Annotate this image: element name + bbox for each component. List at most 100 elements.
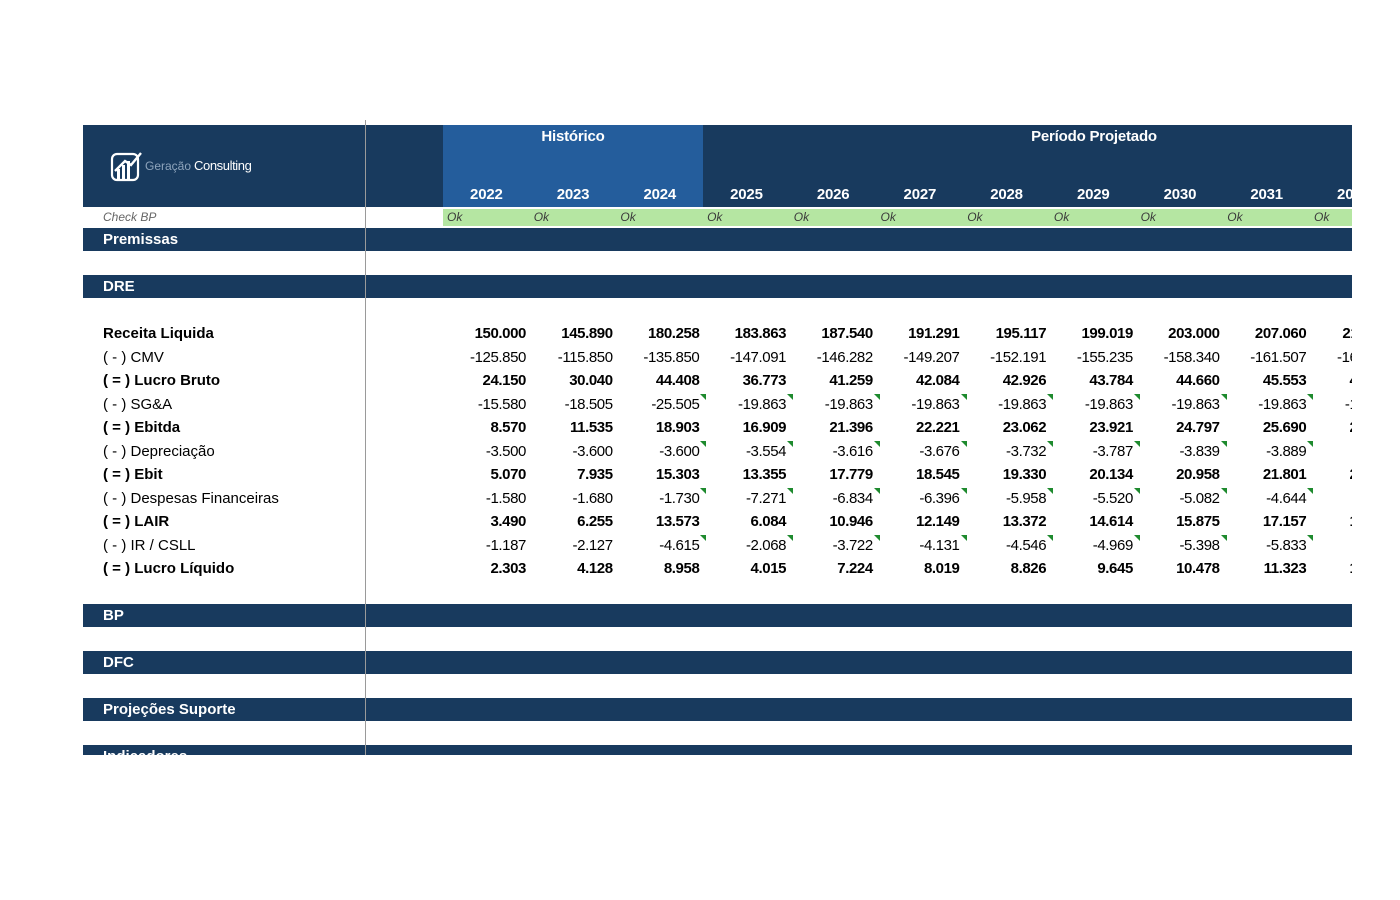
- year-label: 2027: [903, 186, 937, 203]
- cell-value: 42.084: [916, 372, 960, 389]
- cell-value: -3.787: [1092, 442, 1134, 460]
- cell-value: -19.863: [1258, 395, 1307, 413]
- row-label: Receita Liquida: [103, 325, 214, 342]
- cell-value: 23.062: [1002, 419, 1047, 436]
- year-label: 2029: [1076, 186, 1110, 203]
- cell-value: 30.040: [569, 372, 613, 389]
- cell-value: -3.722: [832, 536, 874, 554]
- cell-value: 24.797: [1176, 419, 1220, 436]
- cell-value: -1.680: [572, 489, 614, 507]
- cell-flag: [1133, 487, 1140, 494]
- row-label: ( = ) Ebitda: [103, 419, 181, 436]
- cell-value: 46.464: [1307, 371, 1352, 391]
- cell-value: 2.303: [490, 560, 526, 577]
- cell-value: 191.291: [908, 325, 960, 342]
- sheet: Histórico Período Projetado 2022 2023 2024 20…: [83, 120, 1352, 755]
- cell-value: 11.323: [1263, 560, 1307, 577]
- cell-value: 41.259: [829, 372, 873, 389]
- section-bar: [83, 651, 1352, 674]
- cell-value: -152.191: [990, 348, 1047, 366]
- cell-flag: [1133, 534, 1140, 541]
- check-value: Ok: [1227, 210, 1243, 224]
- section-bar: [83, 745, 1352, 755]
- cell-value: -147.091: [730, 348, 787, 366]
- cell-flag: [787, 487, 794, 494]
- cell-value: 5.070: [490, 466, 526, 483]
- cell-value: -1.730: [659, 489, 700, 507]
- check-band: [443, 209, 1352, 226]
- cell-value: -4.644: [1266, 489, 1307, 507]
- cell-flag: [700, 393, 707, 400]
- year-label: 2023: [556, 186, 590, 203]
- cell-value: -5.082: [1179, 489, 1220, 507]
- cell-value: -3.554: [745, 442, 787, 460]
- row-label: ( - ) SG&A: [103, 395, 173, 413]
- cell-flag: [1307, 487, 1314, 494]
- logo-name: Consulting: [194, 158, 252, 173]
- cell-value: -158.340: [1163, 348, 1220, 366]
- cell-value: -3.937: [1307, 442, 1352, 462]
- cell-value: -161.507: [1250, 348, 1307, 366]
- cell-value: 8.826: [1010, 560, 1047, 577]
- cell-value: -4.131: [919, 536, 960, 554]
- cell-value: -135.850: [643, 348, 700, 366]
- cell-value: -19.863: [1171, 395, 1220, 413]
- row-label: ( - ) Despesas Financeiras: [103, 489, 279, 507]
- cell-flag: [1133, 440, 1140, 447]
- cell-flag: [1047, 534, 1054, 541]
- year-label: 2026: [816, 186, 850, 203]
- cell-flag: [960, 440, 967, 447]
- cell-value: -19.863: [998, 395, 1047, 413]
- cell-value: -3.676: [919, 442, 960, 460]
- cell-value: -155.235: [1076, 348, 1133, 366]
- check-label: Check BP: [103, 210, 157, 224]
- cell-value: 45.553: [1262, 372, 1307, 389]
- check-value: Ok: [533, 210, 550, 224]
- logo-prefix: Geração: [145, 159, 192, 173]
- cell-flag: [1220, 393, 1227, 400]
- cell-flag: [960, 487, 967, 494]
- logo: [109, 149, 145, 183]
- cell-flag: [873, 440, 880, 447]
- section-bar: [83, 228, 1352, 251]
- cell-value: -4.969: [1092, 536, 1134, 554]
- cell-value: 150.000: [474, 325, 527, 342]
- cell-value: 7.224: [837, 560, 873, 577]
- cell-value: -164.737: [1336, 348, 1352, 366]
- section-label: BP: [103, 607, 124, 624]
- cell-value: -4.615: [659, 536, 700, 554]
- cell-value: -6.396: [919, 489, 960, 507]
- cell-value: 6.255: [577, 513, 613, 530]
- cell-value: 21.396: [829, 419, 873, 436]
- cell-value: -3.889: [1266, 442, 1307, 460]
- cell-value: 15.875: [1176, 513, 1220, 530]
- row-label: ( = ) Lucro Bruto: [103, 372, 221, 389]
- cell-value: 8.019: [923, 560, 960, 577]
- cell-value: -5.958: [1006, 489, 1047, 507]
- cell-flag: [873, 393, 880, 400]
- cell-value: -19.863: [1344, 395, 1352, 413]
- cell-value: 13.355: [742, 466, 787, 483]
- cell-value: 22.664: [1307, 465, 1352, 485]
- check-value: Ok: [793, 210, 810, 224]
- cell-value: 20.958: [1176, 466, 1220, 483]
- cell-value: 23.921: [1089, 419, 1133, 436]
- cell-value: 18.545: [916, 466, 960, 483]
- section-bar: [83, 698, 1352, 721]
- cell-value: -2.068: [745, 536, 787, 554]
- cell-value: 195.117: [995, 325, 1047, 342]
- section-bar: [83, 275, 1352, 298]
- row-label: ( = ) Ebit: [103, 466, 163, 483]
- logo-icon: [110, 152, 142, 182]
- cell-value: -149.207: [903, 348, 960, 366]
- cell-flag: [873, 487, 880, 494]
- cell-value: -4.206: [1307, 489, 1352, 509]
- cell-flag: [1047, 393, 1054, 400]
- cell-flag: [1133, 393, 1140, 400]
- cell-value: 207.060: [1254, 325, 1307, 342]
- column-divider: [365, 120, 366, 755]
- year-label: 2025: [730, 186, 763, 203]
- year-label: 2028: [990, 186, 1023, 203]
- cell-flag: [700, 440, 707, 447]
- cell-value: 43.784: [1089, 372, 1133, 389]
